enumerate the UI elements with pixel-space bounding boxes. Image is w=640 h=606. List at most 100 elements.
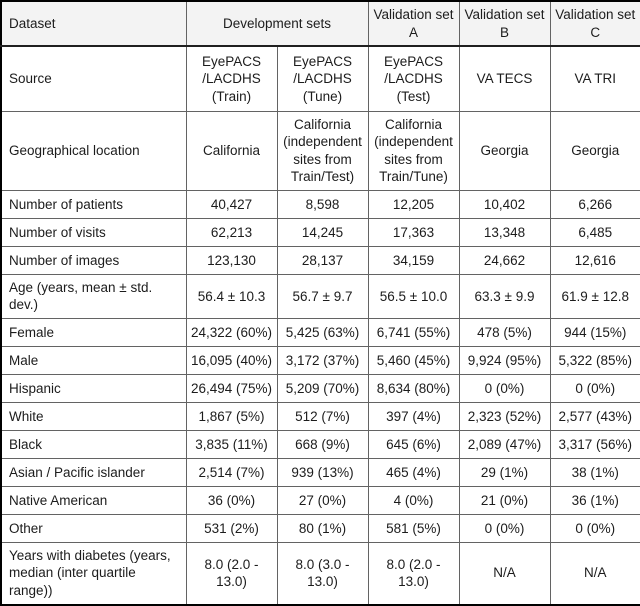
table-cell: 531 (2%) [185,513,278,543]
table-cell: California [185,110,278,191]
column-header-dataset: Dataset [0,0,187,48]
table-row-age: Age (years, mean ± std. dev.) 56.4 ± 10.… [0,273,640,319]
table-row-number-of-visits: Number of visits 62,213 14,245 17,363 13… [0,217,640,247]
table-cell: 8.0 (3.0 - 13.0) [276,541,369,606]
table-cell: 0 (0%) [458,373,551,403]
table-cell: 13,348 [458,217,551,247]
table-cell: 944 (15%) [549,317,640,347]
table-cell: 24,662 [458,245,551,275]
table-cell: Georgia [458,110,551,191]
table-cell: California (independent sites from Train… [276,110,369,191]
table-cell: 939 (13%) [276,457,369,487]
row-label: Hispanic [0,373,187,403]
table-cell: 6,266 [549,189,640,219]
table-cell: 56.4 ± 10.3 [185,273,278,319]
table-cell: 26,494 (75%) [185,373,278,403]
table-cell: 29 (1%) [458,457,551,487]
table-cell: 5,425 (63%) [276,317,369,347]
table-cell: 2,089 (47%) [458,429,551,459]
column-header-development-sets: Development sets [185,0,369,48]
table-cell: 512 (7%) [276,401,369,431]
column-header-validation-set-b: Validation set B [458,0,551,48]
row-label: White [0,401,187,431]
table-cell: N/A [458,541,551,606]
row-label: Male [0,345,187,375]
table-cell: 16,095 (40%) [185,345,278,375]
table-cell: 3,172 (37%) [276,345,369,375]
table-cell: 2,514 (7%) [185,457,278,487]
table-row-source: Source EyePACS /LACDHS (Train) EyePACS /… [0,45,640,112]
table-cell: 10,402 [458,189,551,219]
table-cell: VA TECS [458,45,551,112]
table-header: Dataset Development sets Validation set … [0,0,640,48]
table-cell: 28,137 [276,245,369,275]
table-cell: 397 (4%) [367,401,460,431]
row-label: Source [0,45,187,112]
table-row-male: Male 16,095 (40%) 3,172 (37%) 5,460 (45%… [0,345,640,375]
table-row-hispanic: Hispanic 26,494 (75%) 5,209 (70%) 8,634 … [0,373,640,403]
table-cell: 14,245 [276,217,369,247]
table-cell: EyePACS /LACDHS (Tune) [276,45,369,112]
table-cell: 38 (1%) [549,457,640,487]
table-cell: California (independent sites from Train… [367,110,460,191]
table-cell: 12,616 [549,245,640,275]
table-cell: N/A [549,541,640,606]
table-cell: 56.5 ± 10.0 [367,273,460,319]
row-label: Years with diabetes (years, median (inte… [0,541,187,606]
table-cell: 123,130 [185,245,278,275]
table-row-female: Female 24,322 (60%) 5,425 (63%) 6,741 (5… [0,317,640,347]
table-cell: 1,867 (5%) [185,401,278,431]
table-cell: 0 (0%) [549,373,640,403]
table-cell: 5,209 (70%) [276,373,369,403]
row-label: Female [0,317,187,347]
table-cell: 2,577 (43%) [549,401,640,431]
row-label: Asian / Pacific islander [0,457,187,487]
table-row-white: White 1,867 (5%) 512 (7%) 397 (4%) 2,323… [0,401,640,431]
table-cell: 2,323 (52%) [458,401,551,431]
table-row-geographical-location: Geographical location California Califor… [0,110,640,191]
table-cell: 4 (0%) [367,485,460,515]
table-cell: 478 (5%) [458,317,551,347]
table-cell: 668 (9%) [276,429,369,459]
row-label: Number of visits [0,217,187,247]
table-cell: 465 (4%) [367,457,460,487]
table-cell: 6,741 (55%) [367,317,460,347]
table-row-black: Black 3,835 (11%) 668 (9%) 645 (6%) 2,08… [0,429,640,459]
table-cell: 12,205 [367,189,460,219]
table-cell: 3,317 (56%) [549,429,640,459]
table-cell: 8,598 [276,189,369,219]
table-cell: 36 (1%) [549,485,640,515]
row-label: Age (years, mean ± std. dev.) [0,273,187,319]
table-cell: 40,427 [185,189,278,219]
table-row-other: Other 531 (2%) 80 (1%) 581 (5%) 0 (0%) 0… [0,513,640,543]
row-label: Number of images [0,245,187,275]
row-label: Geographical location [0,110,187,191]
row-label: Native American [0,485,187,515]
table-cell: 27 (0%) [276,485,369,515]
table-cell: 5,322 (85%) [549,345,640,375]
table-cell: Georgia [549,110,640,191]
table-cell: 63.3 ± 9.9 [458,273,551,319]
table-cell: 9,924 (95%) [458,345,551,375]
table-cell: VA TRI [549,45,640,112]
table-cell: 8.0 (2.0 - 13.0) [185,541,278,606]
row-label: Other [0,513,187,543]
table-cell: 56.7 ± 9.7 [276,273,369,319]
table-cell: 8.0 (2.0 - 13.0) [367,541,460,606]
table-cell: 0 (0%) [458,513,551,543]
table-row-years-with-diabetes: Years with diabetes (years, median (inte… [0,541,640,606]
header-row: Dataset Development sets Validation set … [0,0,640,48]
table-row-number-of-patients: Number of patients 40,427 8,598 12,205 1… [0,189,640,219]
table-cell: 62,213 [185,217,278,247]
row-label: Number of patients [0,189,187,219]
table-cell: 645 (6%) [367,429,460,459]
table-cell: 5,460 (45%) [367,345,460,375]
table-cell: 8,634 (80%) [367,373,460,403]
table-row-number-of-images: Number of images 123,130 28,137 34,159 2… [0,245,640,275]
column-header-validation-set-a: Validation set A [367,0,460,48]
table-cell: 21 (0%) [458,485,551,515]
table-cell: 0 (0%) [549,513,640,543]
table-cell: 17,363 [367,217,460,247]
